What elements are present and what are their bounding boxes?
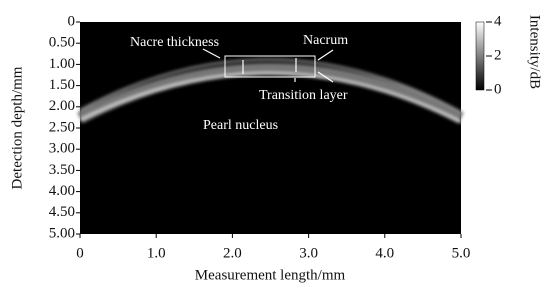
x-axis-label: Measurement length/mm [195, 267, 346, 283]
colorbar-label: Intensity/dB [527, 15, 543, 89]
y-tick-label: 3.50 [49, 162, 75, 178]
y-axis-label: Detection depth/mm [9, 66, 25, 189]
y-tick-label: 4.00 [49, 183, 75, 199]
y-tick-label: 1.00 [49, 56, 75, 72]
y-tick-label: 2.00 [49, 98, 75, 114]
y-tick-label: 0.50 [49, 35, 75, 51]
colorbar [476, 22, 484, 90]
y-tick-label: 4.50 [49, 204, 75, 220]
colorbar-tick-label: 4 [494, 13, 502, 29]
chart: Nacre thickness Nacrum Transition layer … [0, 0, 549, 284]
x-tick-label: 3.0 [299, 245, 318, 261]
y-tick-label: 0 [68, 13, 76, 29]
y-tick-label: 3.00 [49, 141, 75, 157]
colorbar-tick-label: 0 [494, 81, 502, 97]
x-tick-label: 0 [76, 245, 84, 261]
y-tick-label: 5.00 [49, 225, 75, 241]
annotation: Pearl nucleus [203, 118, 278, 133]
annotation: Nacrum [303, 33, 348, 48]
x-tick-label: 4.0 [375, 245, 394, 261]
annotation: Nacre thickness [130, 35, 219, 50]
y-tick-label: 2.50 [49, 119, 75, 135]
y-tick-label: 1.50 [49, 77, 75, 93]
x-tick-label: 1.0 [147, 245, 166, 261]
annotation: Transition layer [259, 88, 348, 103]
x-tick-label: 5.0 [452, 245, 471, 261]
colorbar-tick-label: 2 [494, 47, 502, 63]
x-tick-label: 2.0 [223, 245, 242, 261]
